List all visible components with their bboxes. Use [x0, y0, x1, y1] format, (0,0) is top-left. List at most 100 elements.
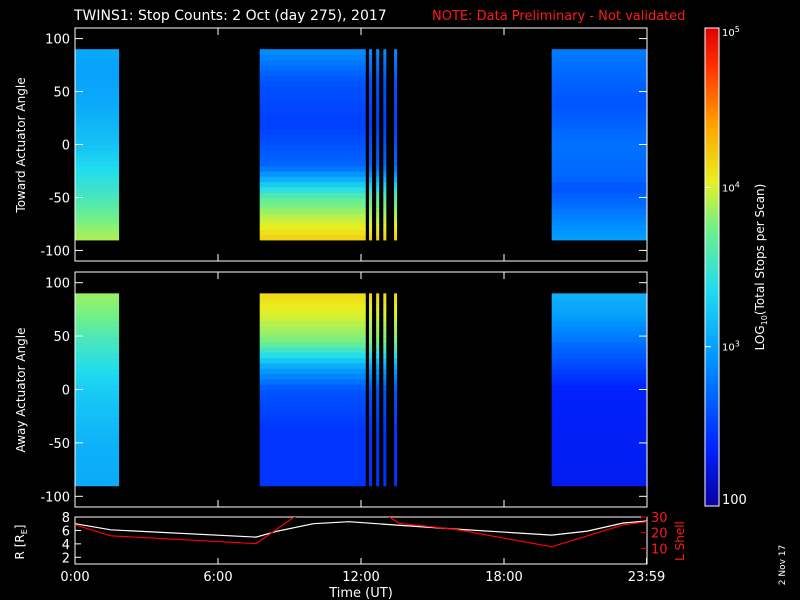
heatmap-cell	[259, 416, 366, 423]
heatmap-stripe-cell	[383, 314, 387, 321]
heatmap-cell	[551, 75, 647, 82]
heatmap-stripe-cell	[369, 155, 373, 161]
heatmap-stripe-cell	[383, 448, 387, 455]
heatmap-stripe-cell	[369, 133, 373, 140]
heatmap-stripe-cell	[376, 352, 380, 359]
heatmap-stripe-cell	[369, 208, 373, 214]
heatmap-stripe-cell	[376, 298, 380, 305]
heatmap-cell	[75, 107, 120, 114]
heatmap-stripe-cell	[383, 394, 387, 401]
heatmap-stripe-cell	[369, 373, 373, 380]
heatmap-stripe-cell	[383, 86, 387, 93]
heatmap-stripe-cell	[376, 394, 380, 401]
heatmap-cell	[259, 234, 366, 241]
heatmap-stripe-cell	[376, 442, 380, 449]
heatmap-stripe-cell	[394, 426, 398, 433]
heatmap-cell	[551, 192, 647, 199]
heatmap-cell	[259, 86, 366, 93]
heatmap-cell	[259, 309, 366, 316]
heatmap-cell	[75, 102, 120, 109]
heatmap-stripe-cell	[394, 70, 398, 77]
heatmap-cell	[75, 293, 120, 300]
heatmap-stripe-cell	[394, 405, 398, 412]
time-tick-label: 18:00	[485, 570, 522, 585]
heatmap-cell	[259, 314, 366, 321]
heatmap-stripe-cell	[383, 229, 387, 236]
heatmap-stripe-cell	[383, 357, 387, 364]
heatmap-cell	[551, 176, 647, 183]
y-tick-label: 100	[45, 277, 70, 292]
heatmap-stripe-cell	[376, 432, 380, 439]
y-tick-label: -100	[40, 244, 70, 259]
heatmap-cell	[551, 293, 647, 300]
heatmap-cell	[551, 128, 647, 135]
heatmap-cell	[75, 346, 120, 353]
heatmap-stripe-cell	[383, 160, 387, 167]
heatmap-stripe-cell	[383, 234, 387, 241]
heatmap-stripe-cell	[383, 75, 387, 82]
heatmap-stripe-cell	[383, 49, 387, 56]
heatmap-cell	[259, 160, 366, 167]
heatmap-stripe-cell	[394, 474, 398, 481]
heatmap-stripe-cell	[369, 123, 373, 130]
heatmap-stripe-cell	[394, 133, 398, 140]
heatmap-stripe-cell	[376, 341, 380, 348]
heatmap-cell	[551, 86, 647, 93]
away-angle-panel: 100 50 0 -50 -100 Away Actuator Angle	[14, 271, 648, 508]
heatmap-cell	[551, 202, 647, 209]
heatmap-cell	[551, 453, 647, 460]
heatmap-cell	[75, 368, 120, 375]
heatmap-stripe-cell	[376, 65, 380, 71]
heatmap-stripe-cell	[394, 330, 398, 337]
heatmap-stripe-cell	[369, 49, 373, 56]
heatmap-cell	[551, 442, 647, 449]
date-stamp: 2 Nov 17	[778, 545, 788, 585]
heatmap-stripe-cell	[383, 213, 387, 220]
heatmap-stripe-cell	[376, 368, 380, 375]
heatmap-cell	[75, 128, 120, 135]
heatmap-stripe-cell	[376, 480, 380, 487]
heatmap-stripe-cell	[376, 325, 380, 332]
heatmap-cell	[551, 96, 647, 103]
heatmap-cell	[259, 102, 366, 109]
heatmap-stripe-cell	[383, 464, 387, 471]
heatmap-cell	[551, 155, 647, 161]
heatmap-cell	[75, 202, 120, 209]
time-tick-label: 6:00	[203, 570, 232, 585]
heatmap-cell	[259, 405, 366, 412]
heatmap-stripe-cell	[376, 309, 380, 316]
radius-tick-label: 8	[62, 511, 70, 526]
heatmap-stripe-cell	[376, 389, 380, 396]
heatmap-cell	[551, 352, 647, 359]
heatmap-stripe-cell	[376, 469, 380, 476]
heatmap-stripe-cell	[376, 336, 380, 343]
heatmap-stripe-cell	[376, 86, 380, 93]
radius-tick-label: 6	[62, 524, 70, 539]
heatmap-stripe-cell	[376, 362, 380, 369]
heatmap-stripe-cell	[383, 70, 387, 77]
heatmap-stripe-cell	[383, 170, 387, 177]
heatmap-cell	[75, 123, 120, 130]
heatmap-cell	[259, 389, 366, 396]
heatmap-cell	[551, 123, 647, 130]
heatmap-stripe-cell	[369, 149, 373, 156]
heatmap-cell	[551, 223, 647, 230]
heatmap-cell	[259, 325, 366, 332]
heatmap-stripe-cell	[369, 336, 373, 343]
heatmap-cell	[75, 304, 120, 310]
heatmap-stripe-cell	[376, 410, 380, 417]
heatmap-stripe-cell	[376, 304, 380, 310]
heatmap-cell	[75, 389, 120, 396]
heatmap-stripe-cell	[394, 197, 398, 204]
heatmap-stripe-cell	[369, 293, 373, 300]
heatmap-cell	[259, 442, 366, 449]
heatmap-stripe-cell	[383, 91, 387, 98]
heatmap-stripe-cell	[394, 181, 398, 188]
heatmap-stripe-cell	[369, 442, 373, 449]
heatmap-stripe-cell	[369, 357, 373, 364]
lshell-tick-label: 20	[651, 527, 668, 542]
toward-angle-panel: 100 50 0 -50 -100 Toward Actuator Angle	[14, 27, 648, 262]
heatmap-stripe-cell	[394, 80, 398, 87]
heatmap-stripe-cell	[369, 70, 373, 77]
heatmap-stripe-cell	[394, 346, 398, 353]
